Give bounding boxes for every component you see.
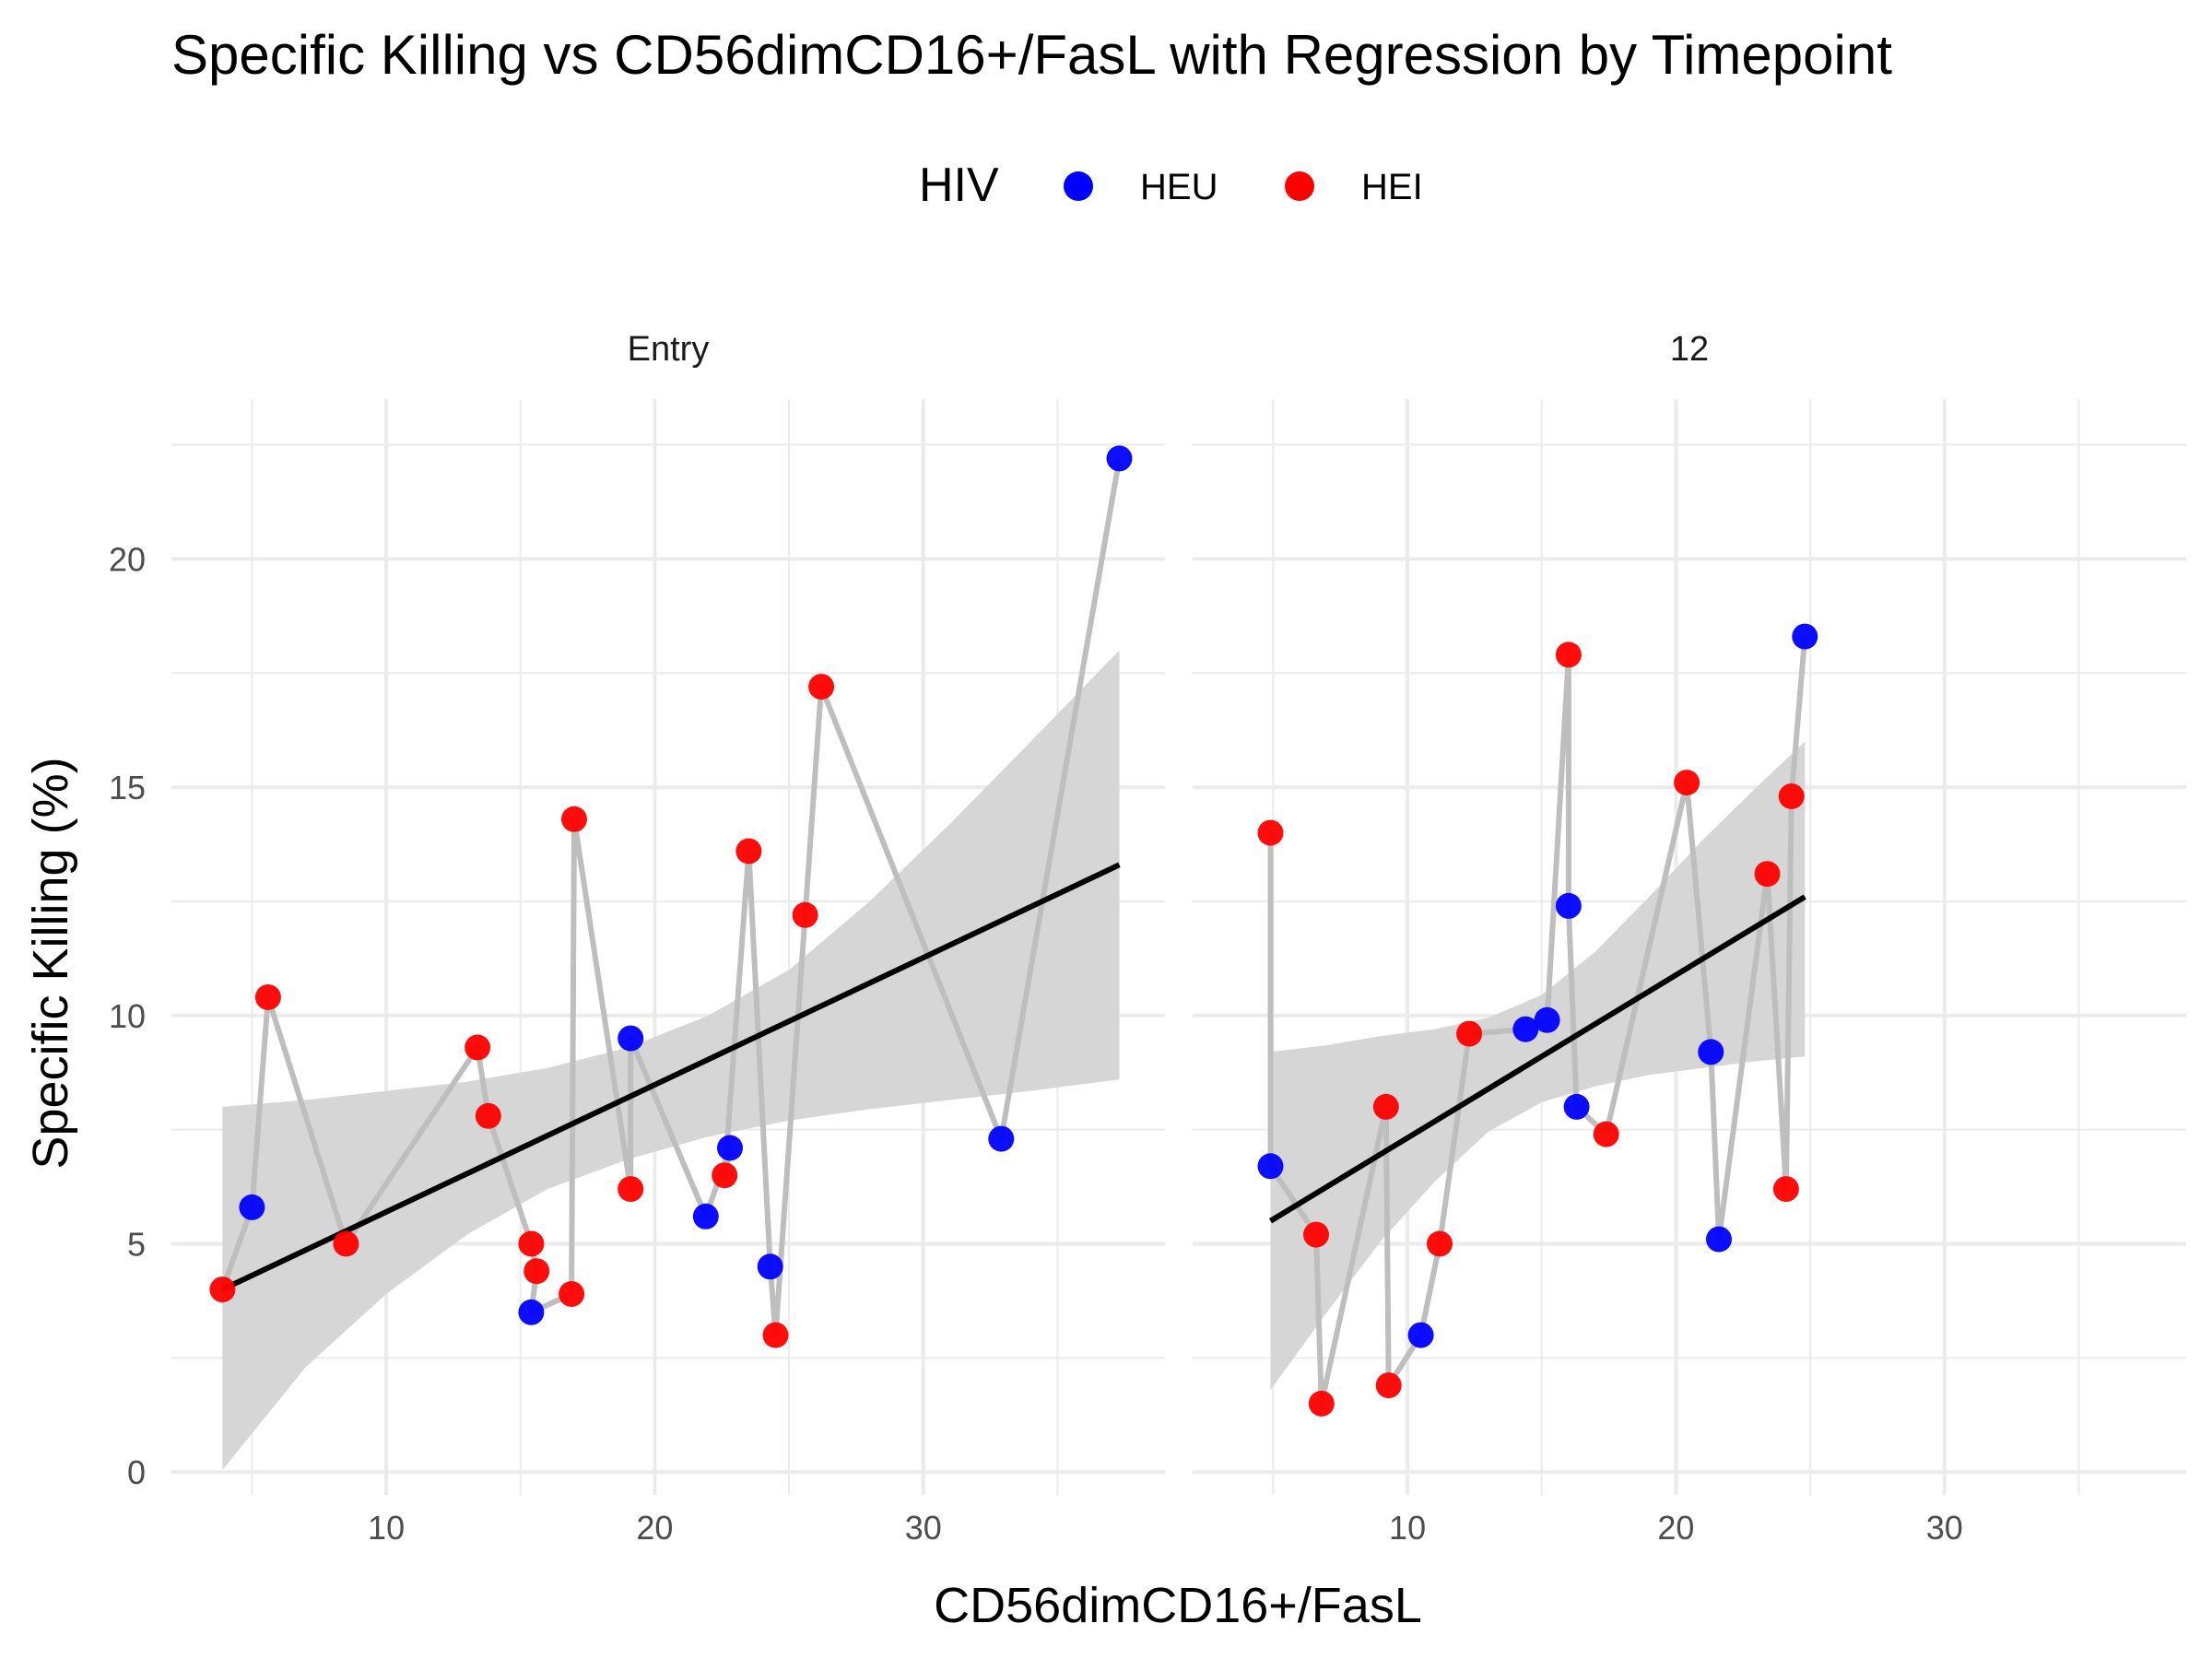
x-tick-label: 30 <box>1926 1509 1963 1547</box>
data-point-hei <box>1303 1221 1329 1248</box>
legend-key-hei <box>1285 171 1314 201</box>
data-point-hei <box>524 1258 550 1285</box>
data-point-hei <box>1427 1230 1453 1257</box>
data-point-hei <box>518 1230 545 1257</box>
data-point-hei <box>209 1277 236 1303</box>
plot-title: Specific Killing vs CD56dimCD16+/FasL wi… <box>171 24 1892 86</box>
data-point-hei <box>559 1281 585 1307</box>
data-point-hei <box>1257 819 1284 846</box>
data-point-hei <box>254 984 281 1010</box>
data-point-heu <box>1534 1006 1560 1033</box>
data-point-hei <box>1456 1020 1483 1047</box>
connecting-line <box>1267 636 1808 1406</box>
panel-label-entry: Entry <box>628 330 710 369</box>
y-tick-label: 10 <box>109 997 146 1035</box>
data-point-heu <box>717 1135 743 1161</box>
y-tick-labels: 0 5 10 15 20 <box>109 540 146 1491</box>
legend-key-heu <box>1064 171 1093 201</box>
legend-label-heu: HEU <box>1140 167 1218 207</box>
data-point-hei <box>762 1322 789 1348</box>
regression-line <box>1268 894 1806 1224</box>
confidence-ribbon <box>222 650 1120 1470</box>
data-point-heu <box>239 1194 265 1220</box>
x-tick-labels-entry: 10 20 30 <box>368 1509 942 1547</box>
data-point-hei <box>1674 770 1700 796</box>
y-tick-label: 15 <box>109 769 146 806</box>
data-point-hei <box>465 1034 491 1061</box>
x-tick-label: 10 <box>368 1509 405 1547</box>
y-tick-label: 0 <box>127 1453 146 1491</box>
data-point-heu <box>988 1125 1015 1152</box>
data-point-hei <box>735 838 762 865</box>
data-point-heu <box>518 1299 545 1325</box>
data-point-heu <box>757 1253 783 1280</box>
data-point-hei <box>1372 1093 1399 1120</box>
legend: HIV HEU HEI <box>919 159 1423 212</box>
data-point-hei <box>712 1162 738 1189</box>
data-point-hei <box>1555 641 1582 668</box>
y-axis-label: Specific Killing (%) <box>23 757 78 1169</box>
data-point-hei <box>561 806 587 832</box>
panel-entry <box>171 399 1165 1495</box>
data-point-hei <box>1375 1372 1402 1399</box>
data-point-heu <box>1698 1039 1724 1065</box>
data-point-heu <box>1555 892 1582 919</box>
legend-label-hei: HEI <box>1361 167 1423 207</box>
data-point-hei <box>1593 1121 1619 1147</box>
data-point-heu <box>1792 623 1818 650</box>
data-point-hei <box>792 901 818 928</box>
legend-title: HIV <box>919 159 999 212</box>
data-point-hei <box>333 1230 359 1257</box>
data-point-hei <box>618 1176 644 1203</box>
data-point-heu <box>1706 1226 1732 1253</box>
x-axis-label: CD56dimCD16+/FasL <box>934 1578 1422 1633</box>
data-point-heu <box>1563 1093 1590 1120</box>
data-point-heu <box>1407 1322 1434 1348</box>
data-point-heu <box>618 1025 644 1052</box>
x-tick-label: 20 <box>1657 1509 1694 1547</box>
data-point-hei <box>1772 1176 1799 1203</box>
x-tick-label: 20 <box>636 1509 673 1547</box>
data-point-hei <box>1308 1390 1335 1417</box>
data-point-heu <box>692 1203 719 1230</box>
data-point-heu <box>1106 445 1133 472</box>
x-tick-label: 10 <box>1389 1509 1426 1547</box>
data-point-hei <box>1778 783 1805 809</box>
data-point-heu <box>1512 1016 1539 1042</box>
data-point-hei <box>808 674 835 700</box>
confidence-ribbon <box>1270 741 1806 1391</box>
x-tick-labels-12: 10 20 30 <box>1389 1509 1963 1547</box>
x-tick-label: 30 <box>905 1509 942 1547</box>
panel-12 <box>1193 399 2186 1495</box>
y-tick-label: 20 <box>109 540 146 578</box>
regression-line <box>221 862 1121 1292</box>
panel-label-12: 12 <box>1670 330 1709 369</box>
data-point-heu <box>1257 1153 1284 1180</box>
data-point-hei <box>1754 861 1781 888</box>
data-point-hei <box>475 1102 501 1129</box>
y-tick-label: 5 <box>127 1226 146 1264</box>
